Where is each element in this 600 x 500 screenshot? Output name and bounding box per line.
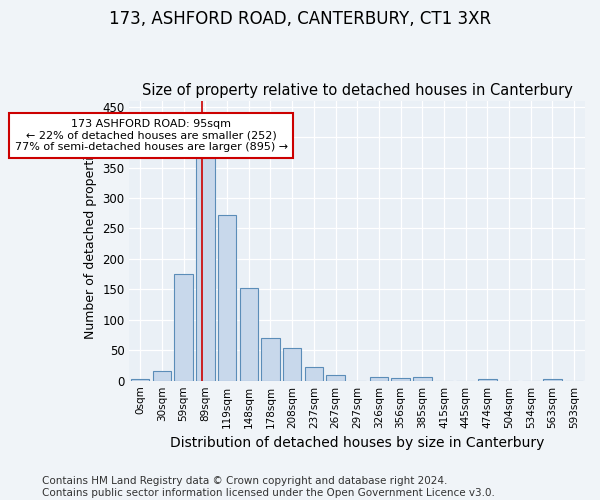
Bar [261,338,280,380]
Bar [239,288,258,380]
Title: Size of property relative to detached houses in Canterbury: Size of property relative to detached ho… [142,83,572,98]
Bar [391,378,410,380]
Text: 173 ASHFORD ROAD: 95sqm
← 22% of detached houses are smaller (252)
77% of semi-d: 173 ASHFORD ROAD: 95sqm ← 22% of detache… [14,119,287,152]
Bar [196,158,215,380]
Text: 173, ASHFORD ROAD, CANTERBURY, CT1 3XR: 173, ASHFORD ROAD, CANTERBURY, CT1 3XR [109,10,491,28]
Bar [370,377,388,380]
Text: Contains HM Land Registry data © Crown copyright and database right 2024.
Contai: Contains HM Land Registry data © Crown c… [42,476,495,498]
X-axis label: Distribution of detached houses by size in Canterbury: Distribution of detached houses by size … [170,436,544,450]
Bar [218,215,236,380]
Bar [153,371,171,380]
Bar [305,368,323,380]
Y-axis label: Number of detached properties: Number of detached properties [84,142,97,339]
Bar [283,348,301,380]
Bar [175,274,193,380]
Bar [326,375,345,380]
Bar [413,377,431,380]
